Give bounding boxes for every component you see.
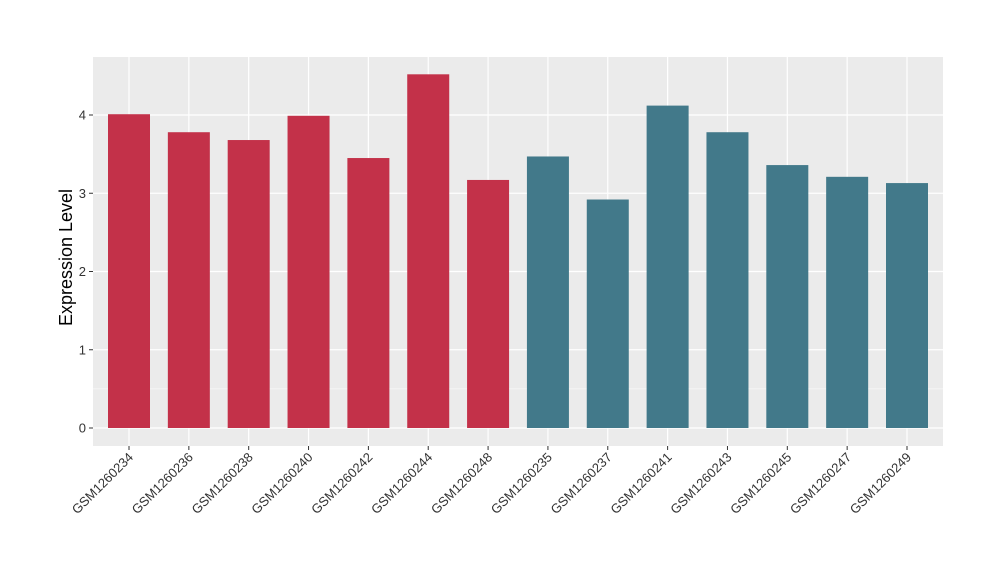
y-axis: 0 1 2 3 4 <box>79 108 93 436</box>
y-tick-label: 2 <box>79 264 86 279</box>
bar-GSM1260238 <box>227 140 270 429</box>
x-tick-label: GSM1260237 <box>548 450 615 517</box>
bar-GSM1260243 <box>706 132 749 428</box>
y-axis-title: Expression Level <box>56 189 76 326</box>
y-tick-label: 1 <box>79 342 86 357</box>
bar-GSM1260242 <box>347 158 390 428</box>
y-tick-label: 4 <box>79 108 86 123</box>
x-tick-label: GSM1260245 <box>727 450 794 517</box>
x-tick-label: GSM1260247 <box>787 450 854 517</box>
x-tick-label: GSM1260244 <box>368 450 435 517</box>
bar-GSM1260240 <box>287 115 330 428</box>
bar-GSM1260237 <box>586 199 629 428</box>
bar-GSM1260244 <box>407 74 450 428</box>
bar-GSM1260241 <box>646 105 689 429</box>
x-tick-label: GSM1260234 <box>69 450 136 517</box>
x-tick-label: GSM1260249 <box>847 450 914 517</box>
bar-GSM1260234 <box>108 114 150 428</box>
x-tick-label: GSM1260241 <box>607 450 674 517</box>
y-tick-label: 3 <box>79 186 86 201</box>
bars <box>108 74 928 429</box>
x-tick-label: GSM1260240 <box>248 450 315 517</box>
y-tick-label: 0 <box>79 421 86 436</box>
bar-GSM1260249 <box>886 183 928 428</box>
bar-GSM1260235 <box>526 156 569 428</box>
x-tick-label: GSM1260238 <box>188 450 255 517</box>
bar-GSM1260248 <box>467 179 510 428</box>
x-tick-label: GSM1260248 <box>428 450 495 517</box>
x-tick-label: GSM1260242 <box>308 450 375 517</box>
bar-GSM1260245 <box>766 165 809 428</box>
x-tick-label: GSM1260235 <box>488 450 555 517</box>
x-tick-label: GSM1260243 <box>667 450 734 517</box>
bar-GSM1260236 <box>167 132 210 428</box>
x-tick-label: GSM1260236 <box>129 450 196 517</box>
x-axis: GSM1260234GSM1260236GSM1260238GSM1260240… <box>69 446 914 517</box>
bar-GSM1260247 <box>826 176 869 428</box>
